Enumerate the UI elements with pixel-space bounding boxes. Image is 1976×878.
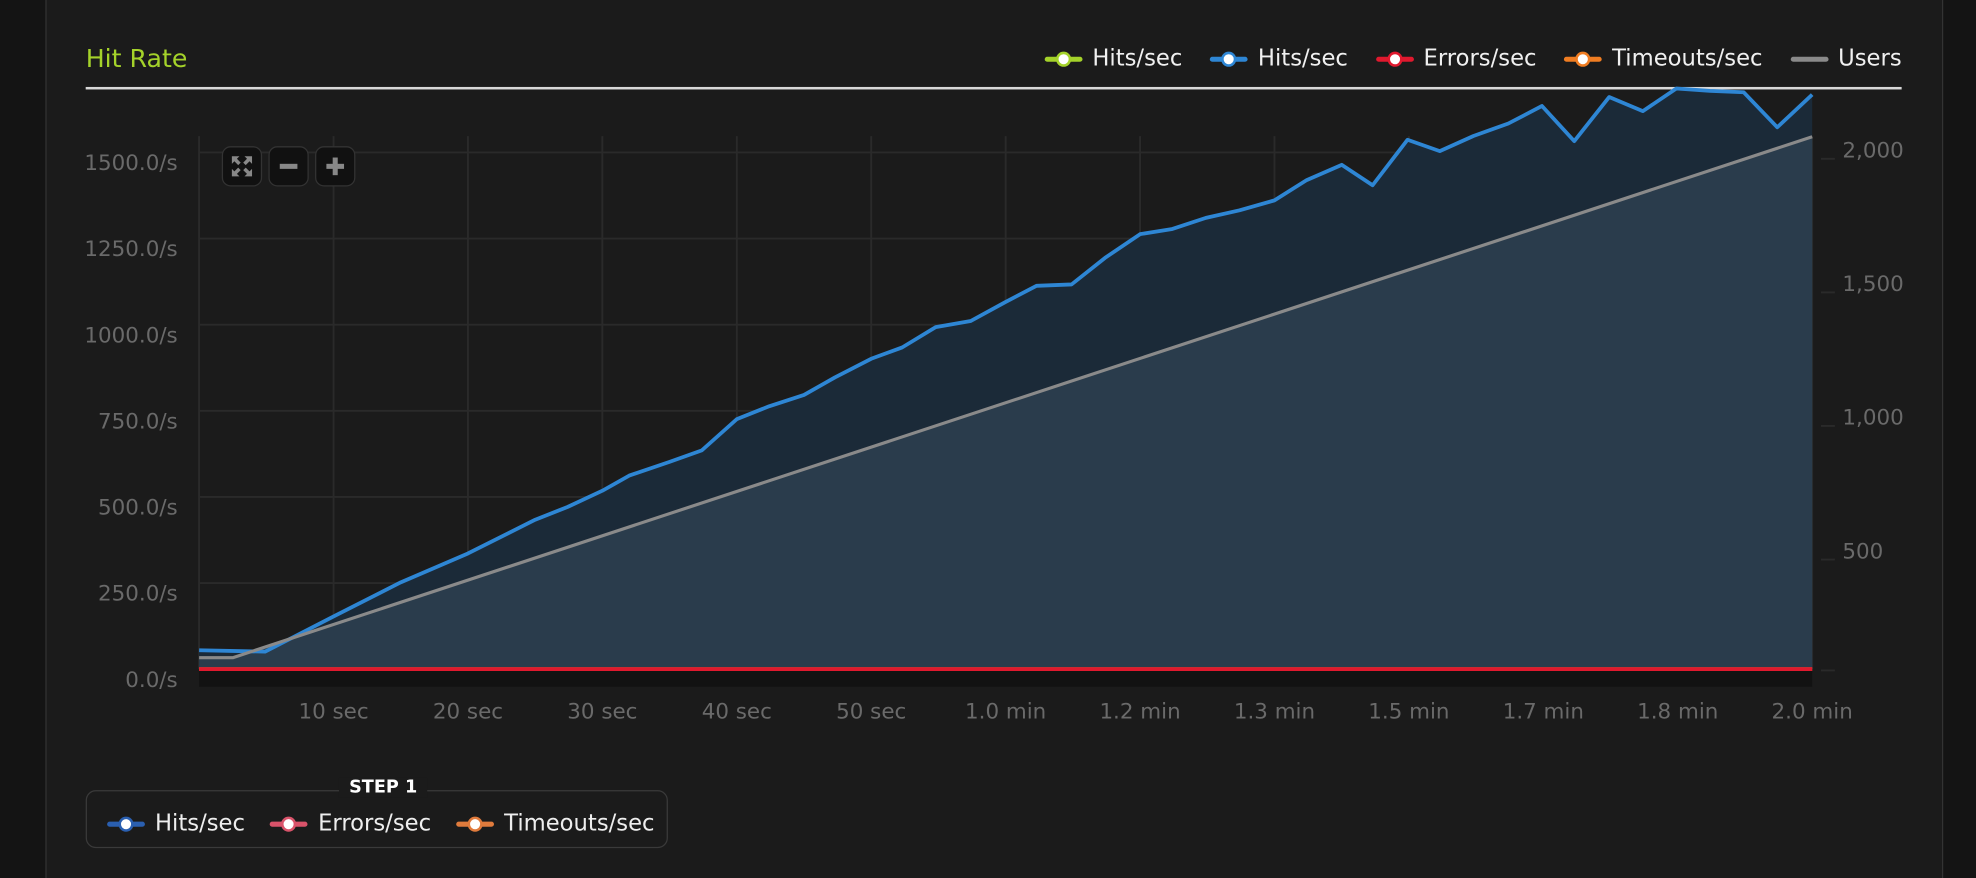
x-tick-label: 20 sec bbox=[433, 699, 503, 724]
legend-label: Hits/sec bbox=[1092, 45, 1183, 72]
y-left-tick-label: 1500.0/s bbox=[84, 151, 177, 176]
x-tick-label: 30 sec bbox=[567, 699, 637, 724]
x-tick-label: 1.0 min bbox=[965, 699, 1046, 724]
x-tick-label: 10 sec bbox=[298, 699, 368, 724]
x-tick-label: 1.2 min bbox=[1099, 699, 1180, 724]
x-tick-label: 1.8 min bbox=[1637, 699, 1718, 724]
y-right-tick-label: 2,000 bbox=[1842, 139, 1903, 164]
y-left-tick-label: 250.0/s bbox=[98, 582, 178, 607]
step-title: STEP 1 bbox=[338, 777, 428, 798]
y-left-tick-label: 500.0/s bbox=[98, 496, 178, 521]
legend-item-hits-blue[interactable]: Hits/sec bbox=[1210, 45, 1348, 72]
x-tick-label: 1.3 min bbox=[1234, 699, 1315, 724]
left-gutter bbox=[0, 0, 47, 878]
minus-icon bbox=[279, 163, 298, 169]
legend-line-icon bbox=[1790, 50, 1829, 68]
series-line-hits-sec bbox=[199, 86, 1814, 654]
series-line-users bbox=[199, 135, 1813, 660]
fit-expand-button[interactable] bbox=[221, 146, 263, 187]
legend-item-errors[interactable]: Errors/sec bbox=[1375, 45, 1537, 72]
legend-item-timeouts[interactable]: Timeouts/sec bbox=[1564, 45, 1763, 72]
legend-label: Users bbox=[1838, 45, 1902, 72]
x-tick-label: 2.0 min bbox=[1772, 699, 1853, 724]
y-left-tick-label: 0.0/s bbox=[125, 668, 177, 693]
legend-label: Hits/sec bbox=[1257, 45, 1348, 72]
y-right-tick-label: 1,500 bbox=[1842, 272, 1903, 297]
x-tick-label: 40 sec bbox=[702, 699, 772, 724]
y-right-tick-label: 1,000 bbox=[1842, 406, 1903, 431]
legend-marker-icon bbox=[1210, 50, 1248, 68]
y-left-tick-label: 1000.0/s bbox=[84, 323, 177, 348]
step-legend-timeouts[interactable]: Timeouts/sec bbox=[456, 810, 655, 837]
expand-arrows-icon bbox=[231, 156, 253, 177]
right-gutter bbox=[1941, 0, 1976, 878]
legend-label: Timeouts/sec bbox=[1612, 45, 1763, 72]
panel-title: Hit Rate bbox=[85, 42, 188, 74]
legend-label: Hits/sec bbox=[155, 810, 245, 837]
y-right-tick-label: 500 bbox=[1842, 539, 1883, 564]
legend-marker-icon bbox=[456, 815, 495, 833]
zoom-in-button[interactable] bbox=[315, 146, 356, 187]
x-tick-label: 50 sec bbox=[836, 699, 906, 724]
x-tick-label: 1.5 min bbox=[1368, 699, 1449, 724]
step-legend-box: STEP 1 Hits/sec Errors/sec Timeouts/sec bbox=[85, 777, 668, 849]
legend-item-hits-green[interactable]: Hits/sec bbox=[1044, 45, 1183, 72]
y-left-tick-label: 750.0/s bbox=[98, 409, 178, 434]
plot-baseline-strip bbox=[199, 669, 1813, 687]
plus-icon bbox=[326, 157, 345, 176]
step-legend-errors[interactable]: Errors/sec bbox=[270, 810, 432, 837]
title-divider bbox=[85, 86, 1902, 90]
x-tick-label: 1.7 min bbox=[1503, 699, 1584, 724]
legend-marker-icon bbox=[1375, 50, 1414, 68]
legend-label: Errors/sec bbox=[1423, 45, 1537, 72]
legend-item-users[interactable]: Users bbox=[1790, 45, 1902, 72]
legend-label: Errors/sec bbox=[318, 810, 432, 837]
chart-legend: Hits/sec Hits/sec Errors/sec Timeouts/se… bbox=[1044, 45, 1902, 72]
step-legend-hits[interactable]: Hits/sec bbox=[107, 810, 245, 837]
zoom-out-button[interactable] bbox=[268, 146, 309, 187]
zoom-controls bbox=[221, 146, 356, 187]
y-left-tick-label: 1250.0/s bbox=[84, 237, 177, 262]
legend-marker-icon bbox=[1044, 50, 1083, 68]
legend-marker-icon bbox=[1564, 50, 1603, 68]
legend-marker-icon bbox=[270, 815, 308, 833]
legend-marker-icon bbox=[107, 815, 145, 833]
hit-rate-chart: 0.0/s 250.0/s 500.0/s 750.0/s 1000.0/s 1250.0… bbox=[84, 86, 1904, 724]
legend-label: Timeouts/sec bbox=[504, 810, 655, 837]
